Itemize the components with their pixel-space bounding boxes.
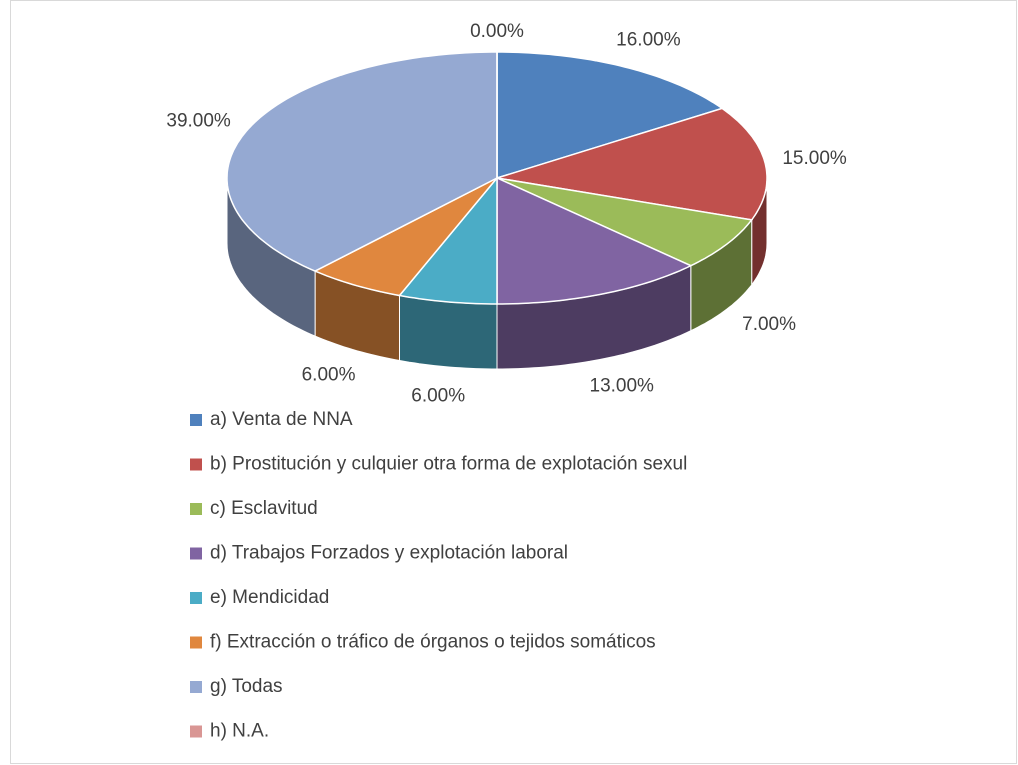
slice-side (399, 294, 498, 370)
legend-swatch (190, 414, 202, 426)
data-label: 15.00% (782, 148, 847, 169)
slice (496, 177, 754, 267)
legend-label: f) Extracción o tráfico de órganos o tej… (210, 632, 656, 653)
legend-label: g) Todas (210, 676, 283, 697)
slice (398, 175, 498, 305)
legend-swatch (190, 636, 202, 649)
legend-swatch (190, 547, 202, 560)
legend-swatch (190, 503, 202, 515)
data-label: 6.00% (302, 365, 356, 386)
data-label: 0.00% (470, 21, 524, 42)
legend-label: e) Mendicidad (210, 587, 329, 608)
legend-swatch (190, 592, 202, 604)
slice (226, 51, 498, 272)
legend-swatch (190, 725, 202, 738)
data-label: 7.00% (742, 314, 796, 335)
data-label: 39.00% (166, 111, 231, 132)
data-label: 6.00% (411, 385, 465, 406)
data-label: 16.00% (616, 30, 681, 51)
legend-swatch (190, 681, 202, 693)
slice (496, 176, 693, 305)
legend-label: d) Trabajos Forzados y explotación labor… (210, 543, 568, 564)
legend-label: h) N.A. (210, 721, 269, 742)
slice (313, 177, 498, 297)
legend-swatch (190, 458, 202, 471)
legend-label: c) Esclavitud (210, 498, 318, 519)
legend-label: a) Venta de NNA (210, 409, 353, 430)
legend-label: b) Prostitución y culquier otra forma de… (210, 454, 687, 475)
data-label: 13.00% (590, 376, 655, 397)
slice (496, 51, 724, 180)
slice (496, 107, 768, 221)
